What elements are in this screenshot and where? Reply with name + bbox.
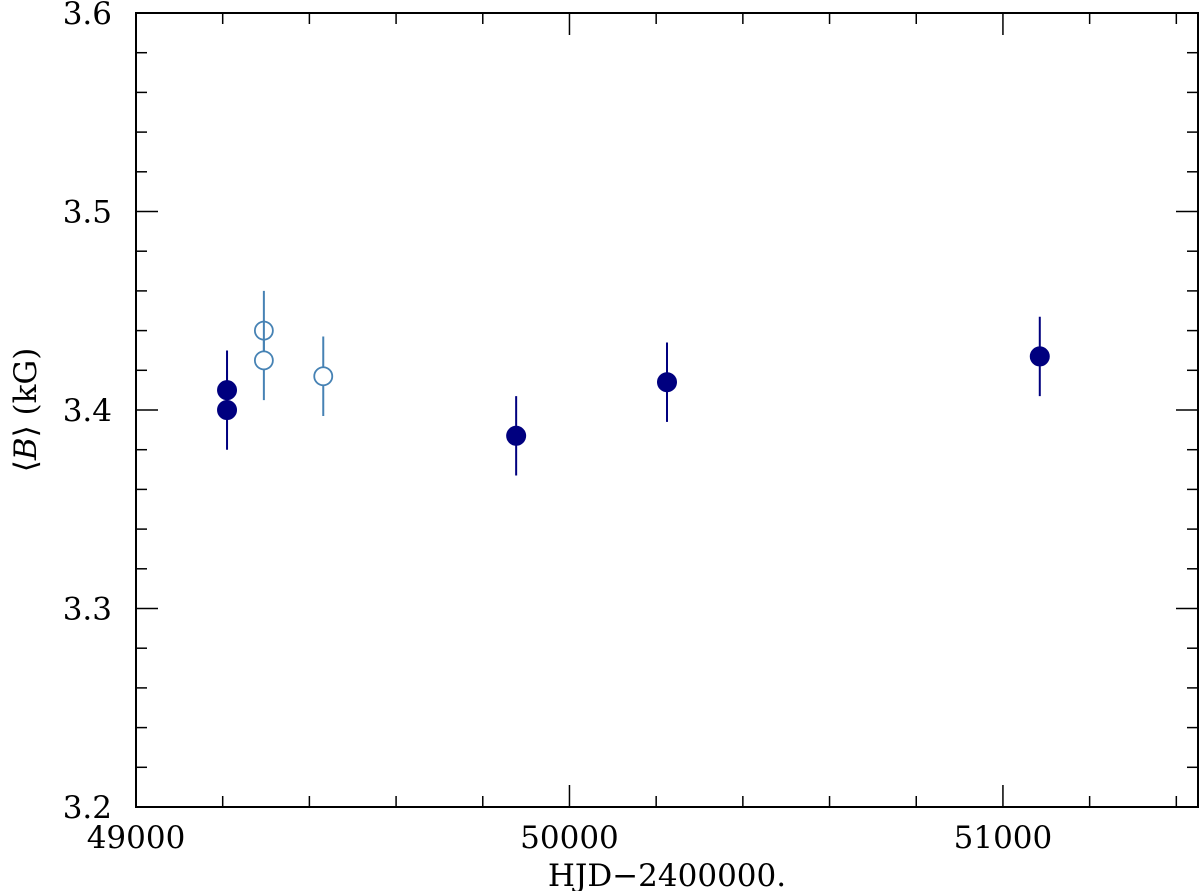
data-point-filled (1029, 346, 1050, 367)
data-point-filled (506, 425, 527, 446)
data-point-filled (217, 400, 238, 420)
y-tick-label: 3.3 (63, 592, 112, 628)
y-tick-label: 3.6 (63, 0, 112, 32)
y-tick-label: 3.2 (63, 790, 112, 826)
x-tick-label: 51000 (954, 820, 1053, 856)
data-point-filled (657, 372, 677, 393)
y-axis-label: ⟨B⟩ (kG) (8, 348, 44, 473)
y-axis-label-text: ⟨B⟩ (kG) (8, 348, 44, 473)
y-tick-label: 3.4 (63, 393, 112, 429)
tick-labels: 49000 50000 51000 3.2 3.3 3.4 3.5 3.6 (63, 0, 1053, 856)
x-tick-label: 50000 (520, 820, 619, 856)
y-tick-label: 3.5 (63, 195, 112, 231)
axis-ticks (135, 12, 1198, 808)
x-axis-label: HJD−2400000. (548, 858, 786, 891)
data-point-open (313, 366, 334, 387)
data-point-open (253, 350, 274, 371)
x-tick-label: 49000 (87, 820, 186, 856)
plot-frame (135, 12, 1199, 808)
data-points (217, 290, 1050, 476)
